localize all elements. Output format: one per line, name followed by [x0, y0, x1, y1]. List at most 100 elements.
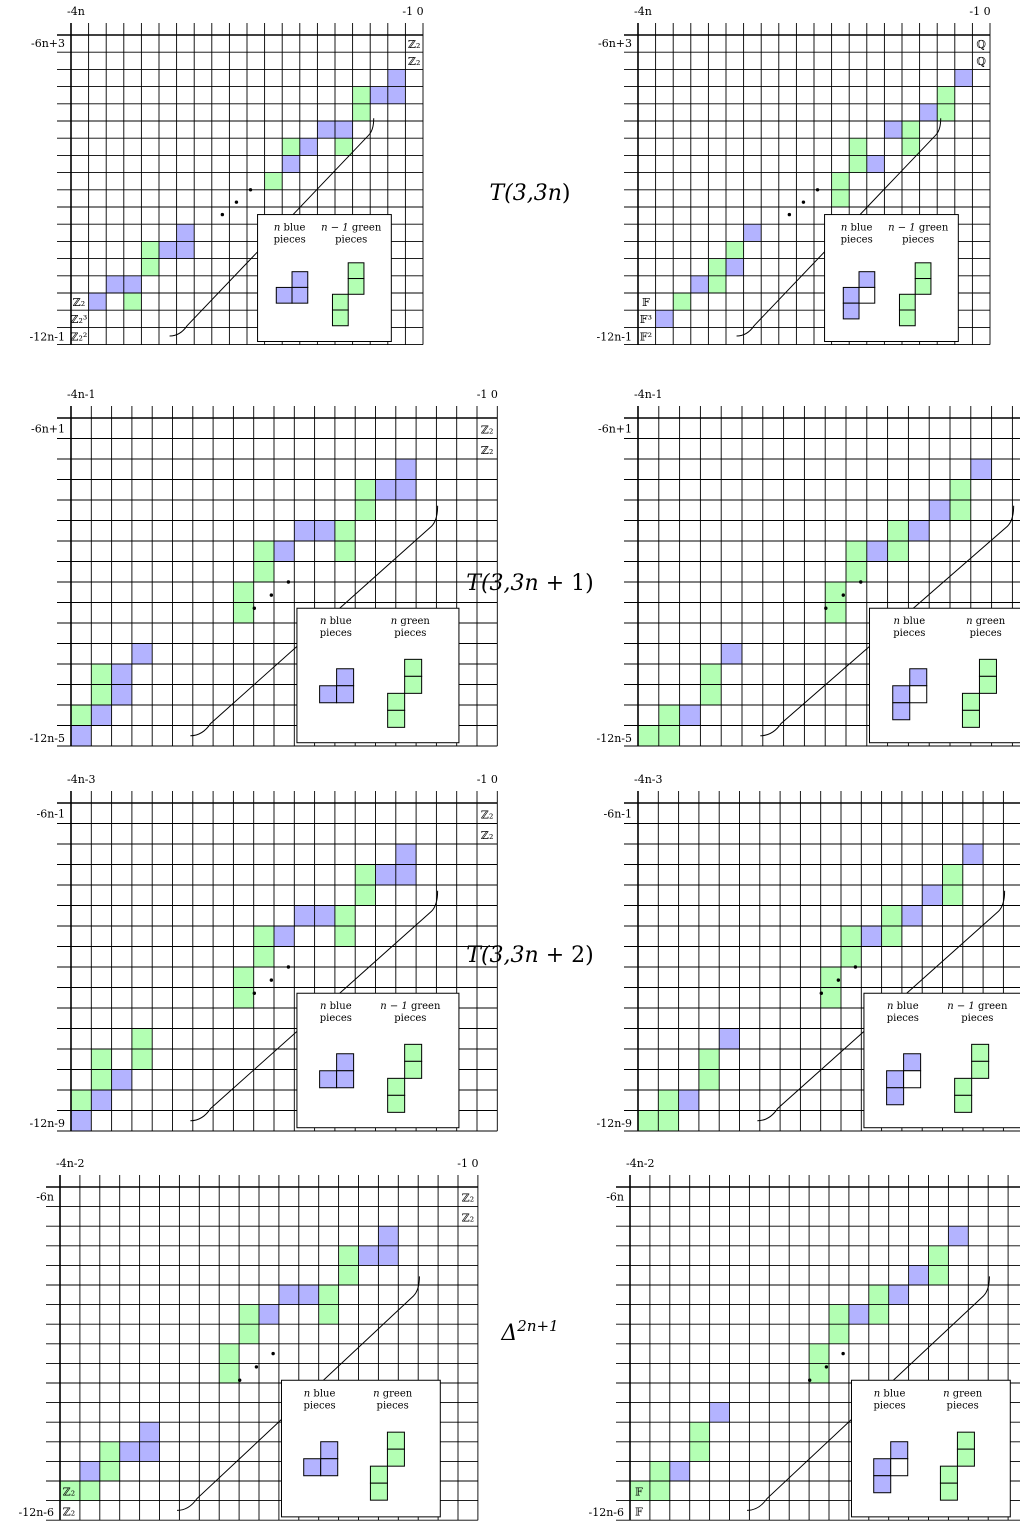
legend-green-cell-1	[914, 278, 932, 295]
legend-green-cell-0	[914, 262, 932, 280]
blue-cell-0	[387, 69, 406, 87]
ellipsis-dot	[841, 593, 845, 597]
blue-cell-9	[274, 541, 295, 562]
blue-cell-0	[395, 844, 417, 865]
legend-blue-cell-2	[890, 1458, 909, 1477]
legend-left-sub: pieces	[841, 235, 873, 246]
blue-cell-21	[71, 725, 92, 746]
blue-cell-9	[259, 1304, 279, 1325]
legend-left-sub: pieces	[893, 628, 925, 639]
blue-cell-9	[274, 926, 295, 947]
legend-blue-cell-2	[291, 286, 309, 304]
ellipsis-dot	[248, 188, 253, 192]
green-cell-16	[141, 258, 159, 276]
legend-blue-cell-0	[336, 1053, 355, 1072]
blue-cell-4	[908, 520, 930, 541]
legend-blue-cell-0	[858, 271, 876, 288]
legend-frame	[296, 607, 460, 744]
legend-green-cell-0	[347, 262, 365, 280]
green-cell-4	[352, 103, 371, 121]
green-cell-14	[700, 684, 722, 705]
green-cell-13	[233, 987, 254, 1008]
legend-right-heading: n − 1 green	[888, 223, 949, 234]
corner-top-group: ℚ	[976, 55, 986, 68]
legend-blue-cell-2	[909, 685, 928, 704]
legend-green-cell-3	[961, 709, 980, 728]
legend-green-cell-2	[939, 1465, 958, 1484]
legend-green-cell-3	[939, 1482, 958, 1501]
legend-left-heading: n blue	[841, 223, 873, 234]
top-axis-right-label: -1 0	[402, 5, 423, 18]
blue-cell-6	[314, 520, 335, 541]
green-cell-18	[99, 1461, 120, 1481]
legend-green-cell-3	[898, 309, 916, 327]
legend-green-cell-0	[404, 658, 423, 677]
green-cell-2	[928, 1265, 949, 1285]
green-cell-18	[638, 725, 659, 746]
green-cell-16	[658, 1090, 679, 1111]
legend-blue-cell-1	[303, 1458, 322, 1477]
legend-blue-cell-0	[890, 1441, 909, 1460]
legend-blue-cell-0	[909, 668, 928, 687]
caption-3: Δ2n+1	[500, 1317, 558, 1346]
legend-frame	[863, 992, 1020, 1129]
legend-blue-cell-0	[336, 668, 355, 687]
ellipsis-dot	[271, 1351, 275, 1356]
green-cell-17	[658, 725, 680, 746]
green-cell-4	[902, 121, 920, 139]
blue-cell-14	[176, 241, 195, 259]
green-cell-18	[91, 1069, 112, 1090]
legend-green-cell-2	[331, 293, 349, 311]
top-axis-left-label: -4n-3	[67, 773, 96, 786]
legend-right-heading: n − 1 green	[947, 1001, 1008, 1012]
legend-green-cell-1	[386, 1448, 405, 1467]
blue-cell-14	[131, 643, 153, 664]
row-bottom-label: -12n-9	[29, 1117, 65, 1130]
top-axis-right-label: -1 0	[477, 388, 498, 401]
green-cell-13	[233, 602, 254, 623]
green-cell-3	[355, 864, 376, 885]
ellipsis-dot	[252, 606, 257, 610]
blue-cell-7	[866, 541, 888, 562]
ellipsis-dot	[853, 965, 858, 969]
green-cell-18	[630, 1481, 650, 1501]
green-cell-7	[334, 520, 356, 541]
blue-cell-2	[395, 479, 417, 500]
green-cell-7	[334, 905, 356, 926]
green-cell-14	[698, 1069, 720, 1090]
ellipsis-dot	[286, 965, 291, 969]
blue-cell-3	[929, 500, 950, 521]
green-cell-17	[99, 1441, 120, 1462]
blue-cell-20	[91, 705, 112, 726]
green-cell-4	[338, 1265, 359, 1285]
row-top-label: -6n+1	[31, 422, 65, 435]
legend-left-heading: n blue	[320, 616, 352, 627]
blue-cell-0	[954, 69, 973, 87]
legend-right-heading: n green	[943, 1388, 983, 1399]
green-cell-10	[820, 967, 841, 988]
green-cell-3	[355, 479, 376, 500]
row-bottom-label: -12n-1	[596, 331, 632, 344]
green-cell-8	[334, 541, 356, 562]
ellipsis-dot	[801, 200, 806, 204]
legend-blue-cell-1	[319, 685, 338, 704]
green-cell-3	[352, 86, 371, 104]
green-cell-12	[233, 967, 254, 988]
blue-cell-4	[888, 1285, 909, 1305]
legend-right-heading: n green	[966, 616, 1006, 627]
legend-frame	[296, 992, 460, 1129]
corner-top-group: ℤ₂	[481, 808, 493, 821]
green-cell-10	[253, 926, 274, 947]
grid-lines	[57, 791, 498, 1132]
legend-right-sub: pieces	[947, 1400, 979, 1411]
legend-blue-cell-3	[886, 1087, 905, 1106]
green-cell-1	[928, 1245, 949, 1266]
legend-blue-cell-1	[842, 286, 860, 304]
legend-left-heading: n blue	[887, 1001, 919, 1012]
